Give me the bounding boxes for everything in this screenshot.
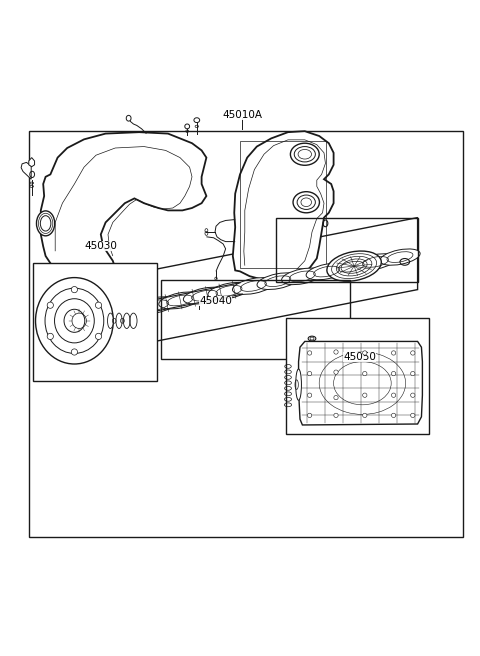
Ellipse shape (71, 349, 78, 355)
Ellipse shape (290, 143, 319, 165)
Ellipse shape (307, 351, 312, 355)
Ellipse shape (47, 302, 53, 308)
Ellipse shape (307, 371, 312, 376)
Text: 45010A: 45010A (222, 110, 263, 120)
Ellipse shape (334, 350, 338, 354)
Ellipse shape (334, 370, 338, 375)
Text: 45050: 45050 (343, 352, 376, 362)
Ellipse shape (307, 393, 312, 398)
Ellipse shape (55, 298, 94, 343)
Ellipse shape (208, 282, 250, 299)
Ellipse shape (85, 306, 129, 323)
Ellipse shape (60, 311, 104, 329)
Ellipse shape (391, 371, 396, 376)
Ellipse shape (362, 351, 367, 355)
Ellipse shape (71, 287, 78, 293)
Bar (33, 263, 157, 380)
Ellipse shape (307, 413, 312, 417)
Ellipse shape (410, 413, 415, 417)
Polygon shape (29, 157, 35, 167)
Ellipse shape (310, 337, 314, 340)
Ellipse shape (134, 297, 177, 314)
Polygon shape (299, 341, 422, 425)
Polygon shape (41, 132, 206, 277)
Ellipse shape (391, 393, 396, 398)
Polygon shape (21, 163, 31, 179)
Ellipse shape (194, 118, 200, 123)
Ellipse shape (355, 254, 396, 270)
Ellipse shape (327, 251, 381, 281)
Ellipse shape (36, 211, 55, 236)
Ellipse shape (257, 273, 299, 289)
Text: 45030: 45030 (84, 241, 117, 251)
Ellipse shape (391, 351, 396, 355)
Ellipse shape (36, 277, 113, 364)
Ellipse shape (296, 369, 301, 400)
Bar (29, 131, 463, 537)
Ellipse shape (282, 268, 323, 285)
Ellipse shape (108, 313, 113, 329)
Ellipse shape (391, 413, 396, 417)
Ellipse shape (297, 195, 315, 209)
Ellipse shape (96, 302, 102, 308)
Ellipse shape (410, 351, 415, 355)
Ellipse shape (232, 277, 275, 295)
Ellipse shape (410, 393, 415, 398)
Ellipse shape (380, 249, 420, 265)
Ellipse shape (334, 413, 338, 417)
Ellipse shape (362, 413, 367, 417)
Ellipse shape (64, 309, 85, 333)
Polygon shape (65, 218, 418, 359)
Ellipse shape (47, 333, 53, 340)
Ellipse shape (306, 263, 347, 279)
Ellipse shape (183, 287, 226, 304)
Ellipse shape (110, 302, 153, 319)
Bar (286, 318, 429, 434)
Ellipse shape (293, 192, 320, 213)
Text: 45040: 45040 (199, 296, 232, 306)
Ellipse shape (331, 258, 372, 275)
Ellipse shape (410, 371, 415, 376)
Ellipse shape (294, 146, 315, 162)
Ellipse shape (96, 333, 102, 340)
Ellipse shape (362, 393, 367, 398)
Ellipse shape (159, 292, 202, 309)
Ellipse shape (185, 124, 190, 129)
Ellipse shape (362, 371, 367, 376)
Ellipse shape (40, 216, 51, 231)
Ellipse shape (334, 396, 338, 400)
Polygon shape (233, 131, 334, 280)
Ellipse shape (126, 115, 131, 121)
